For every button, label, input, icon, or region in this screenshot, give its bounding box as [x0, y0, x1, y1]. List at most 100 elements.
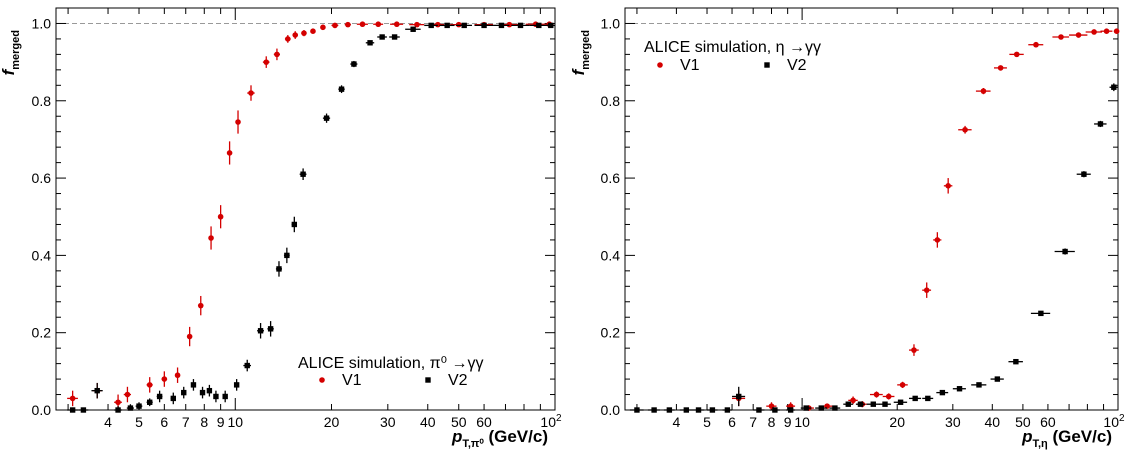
- data-point: [199, 386, 206, 399]
- data-point: [990, 376, 1004, 382]
- marker-square: [548, 22, 554, 29]
- x-axis-title: pT,π⁰ (GeV/c): [451, 427, 548, 450]
- data-point: [390, 21, 404, 28]
- marker-circle: [911, 347, 917, 353]
- data-point: [922, 282, 932, 298]
- y-tick-label: 0.6: [601, 170, 621, 186]
- data-point: [679, 407, 693, 413]
- data-point: [350, 60, 358, 68]
- x-tick-label: 10: [794, 414, 810, 430]
- data-point: [769, 407, 780, 413]
- data-point: [146, 377, 153, 393]
- data-point: [190, 379, 197, 391]
- data-point: [922, 395, 934, 402]
- marker-circle: [197, 302, 204, 309]
- marker-square: [683, 407, 690, 413]
- data-point: [439, 22, 455, 29]
- marker-square: [199, 389, 206, 396]
- data-point: [320, 24, 326, 31]
- data-point: [1054, 248, 1075, 255]
- data-point: [975, 88, 991, 95]
- marker-square: [756, 407, 762, 413]
- marker-square: [709, 407, 716, 413]
- data-point: [243, 359, 252, 372]
- data-point: [174, 367, 181, 383]
- x-tick-label-100: 102: [1103, 413, 1125, 430]
- data-point: [800, 405, 812, 411]
- x-axis-title: pT,η (GeV/c): [1021, 427, 1112, 450]
- y-tick-label: 0.6: [32, 170, 52, 186]
- data-point: [389, 34, 400, 40]
- marker-square: [803, 405, 809, 411]
- marker-circle: [332, 22, 338, 29]
- marker-square: [257, 328, 264, 334]
- x-tick-label: 60: [476, 414, 492, 430]
- x-tick-label: 9: [784, 414, 792, 430]
- data-point: [909, 395, 922, 402]
- marker-circle: [506, 21, 513, 28]
- marker-circle: [345, 21, 351, 28]
- marker-square: [206, 387, 213, 394]
- data-point: [893, 399, 908, 405]
- series-v2: [67, 22, 555, 413]
- data-point: [146, 398, 153, 407]
- marker-square: [284, 252, 290, 259]
- data-point: [815, 405, 828, 411]
- legend-entry-v1: V1: [657, 57, 700, 74]
- y-tick-label: 0.8: [601, 93, 621, 109]
- marker-square: [634, 407, 640, 413]
- marker-circle: [997, 65, 1004, 71]
- x-tick-label: 60: [1040, 414, 1056, 430]
- data-point: [301, 30, 307, 37]
- data-point: [322, 113, 331, 123]
- data-point: [67, 407, 78, 413]
- marker-circle: [226, 150, 233, 156]
- marker-square: [267, 326, 274, 332]
- marker-circle: [174, 372, 181, 379]
- marker-square: [1081, 171, 1087, 177]
- data-point: [1076, 171, 1091, 178]
- data-point: [267, 321, 274, 337]
- data-point: [897, 381, 908, 388]
- data-point: [208, 226, 214, 250]
- data-point: [262, 56, 270, 68]
- legend-label: V1: [680, 57, 700, 74]
- marker-circle: [124, 391, 131, 398]
- marker-circle: [1033, 41, 1039, 48]
- x-tick-label: 7: [749, 414, 757, 430]
- x-tick-label: 8: [768, 414, 776, 430]
- data-point: [958, 125, 972, 134]
- marker-square: [912, 395, 918, 402]
- data-point: [1094, 120, 1107, 128]
- marker-square: [498, 22, 505, 29]
- marker-square: [444, 22, 450, 29]
- data-point: [663, 407, 675, 413]
- data-point: [952, 386, 966, 392]
- data-point: [344, 21, 351, 28]
- data-point: [275, 261, 282, 277]
- data-point: [1109, 83, 1118, 92]
- data-point: [455, 22, 472, 29]
- data-point: [843, 401, 854, 407]
- marker-square: [695, 407, 702, 413]
- data-point: [707, 407, 718, 413]
- data-point: [181, 386, 187, 399]
- data-point: [284, 35, 291, 43]
- legend-marker: [657, 62, 663, 68]
- x-tick-label: 8: [200, 414, 208, 430]
- x-tick-label: 10: [227, 414, 243, 430]
- data-point: [878, 401, 891, 407]
- legend-label: V2: [448, 372, 468, 389]
- marker-circle: [292, 32, 299, 38]
- x-tick-label: 40: [985, 414, 1001, 430]
- y-tick-label: 0.4: [601, 247, 621, 263]
- marker-square: [1013, 358, 1019, 365]
- x-tick-label: 4: [673, 414, 681, 430]
- y-tick-label: 1.0: [32, 15, 52, 31]
- legend-label: V1: [342, 372, 362, 389]
- marker-square: [190, 382, 197, 388]
- data-point: [829, 405, 841, 411]
- marker-square: [956, 386, 963, 392]
- y-tick-label: 0.2: [32, 325, 52, 341]
- marker-circle: [248, 90, 254, 96]
